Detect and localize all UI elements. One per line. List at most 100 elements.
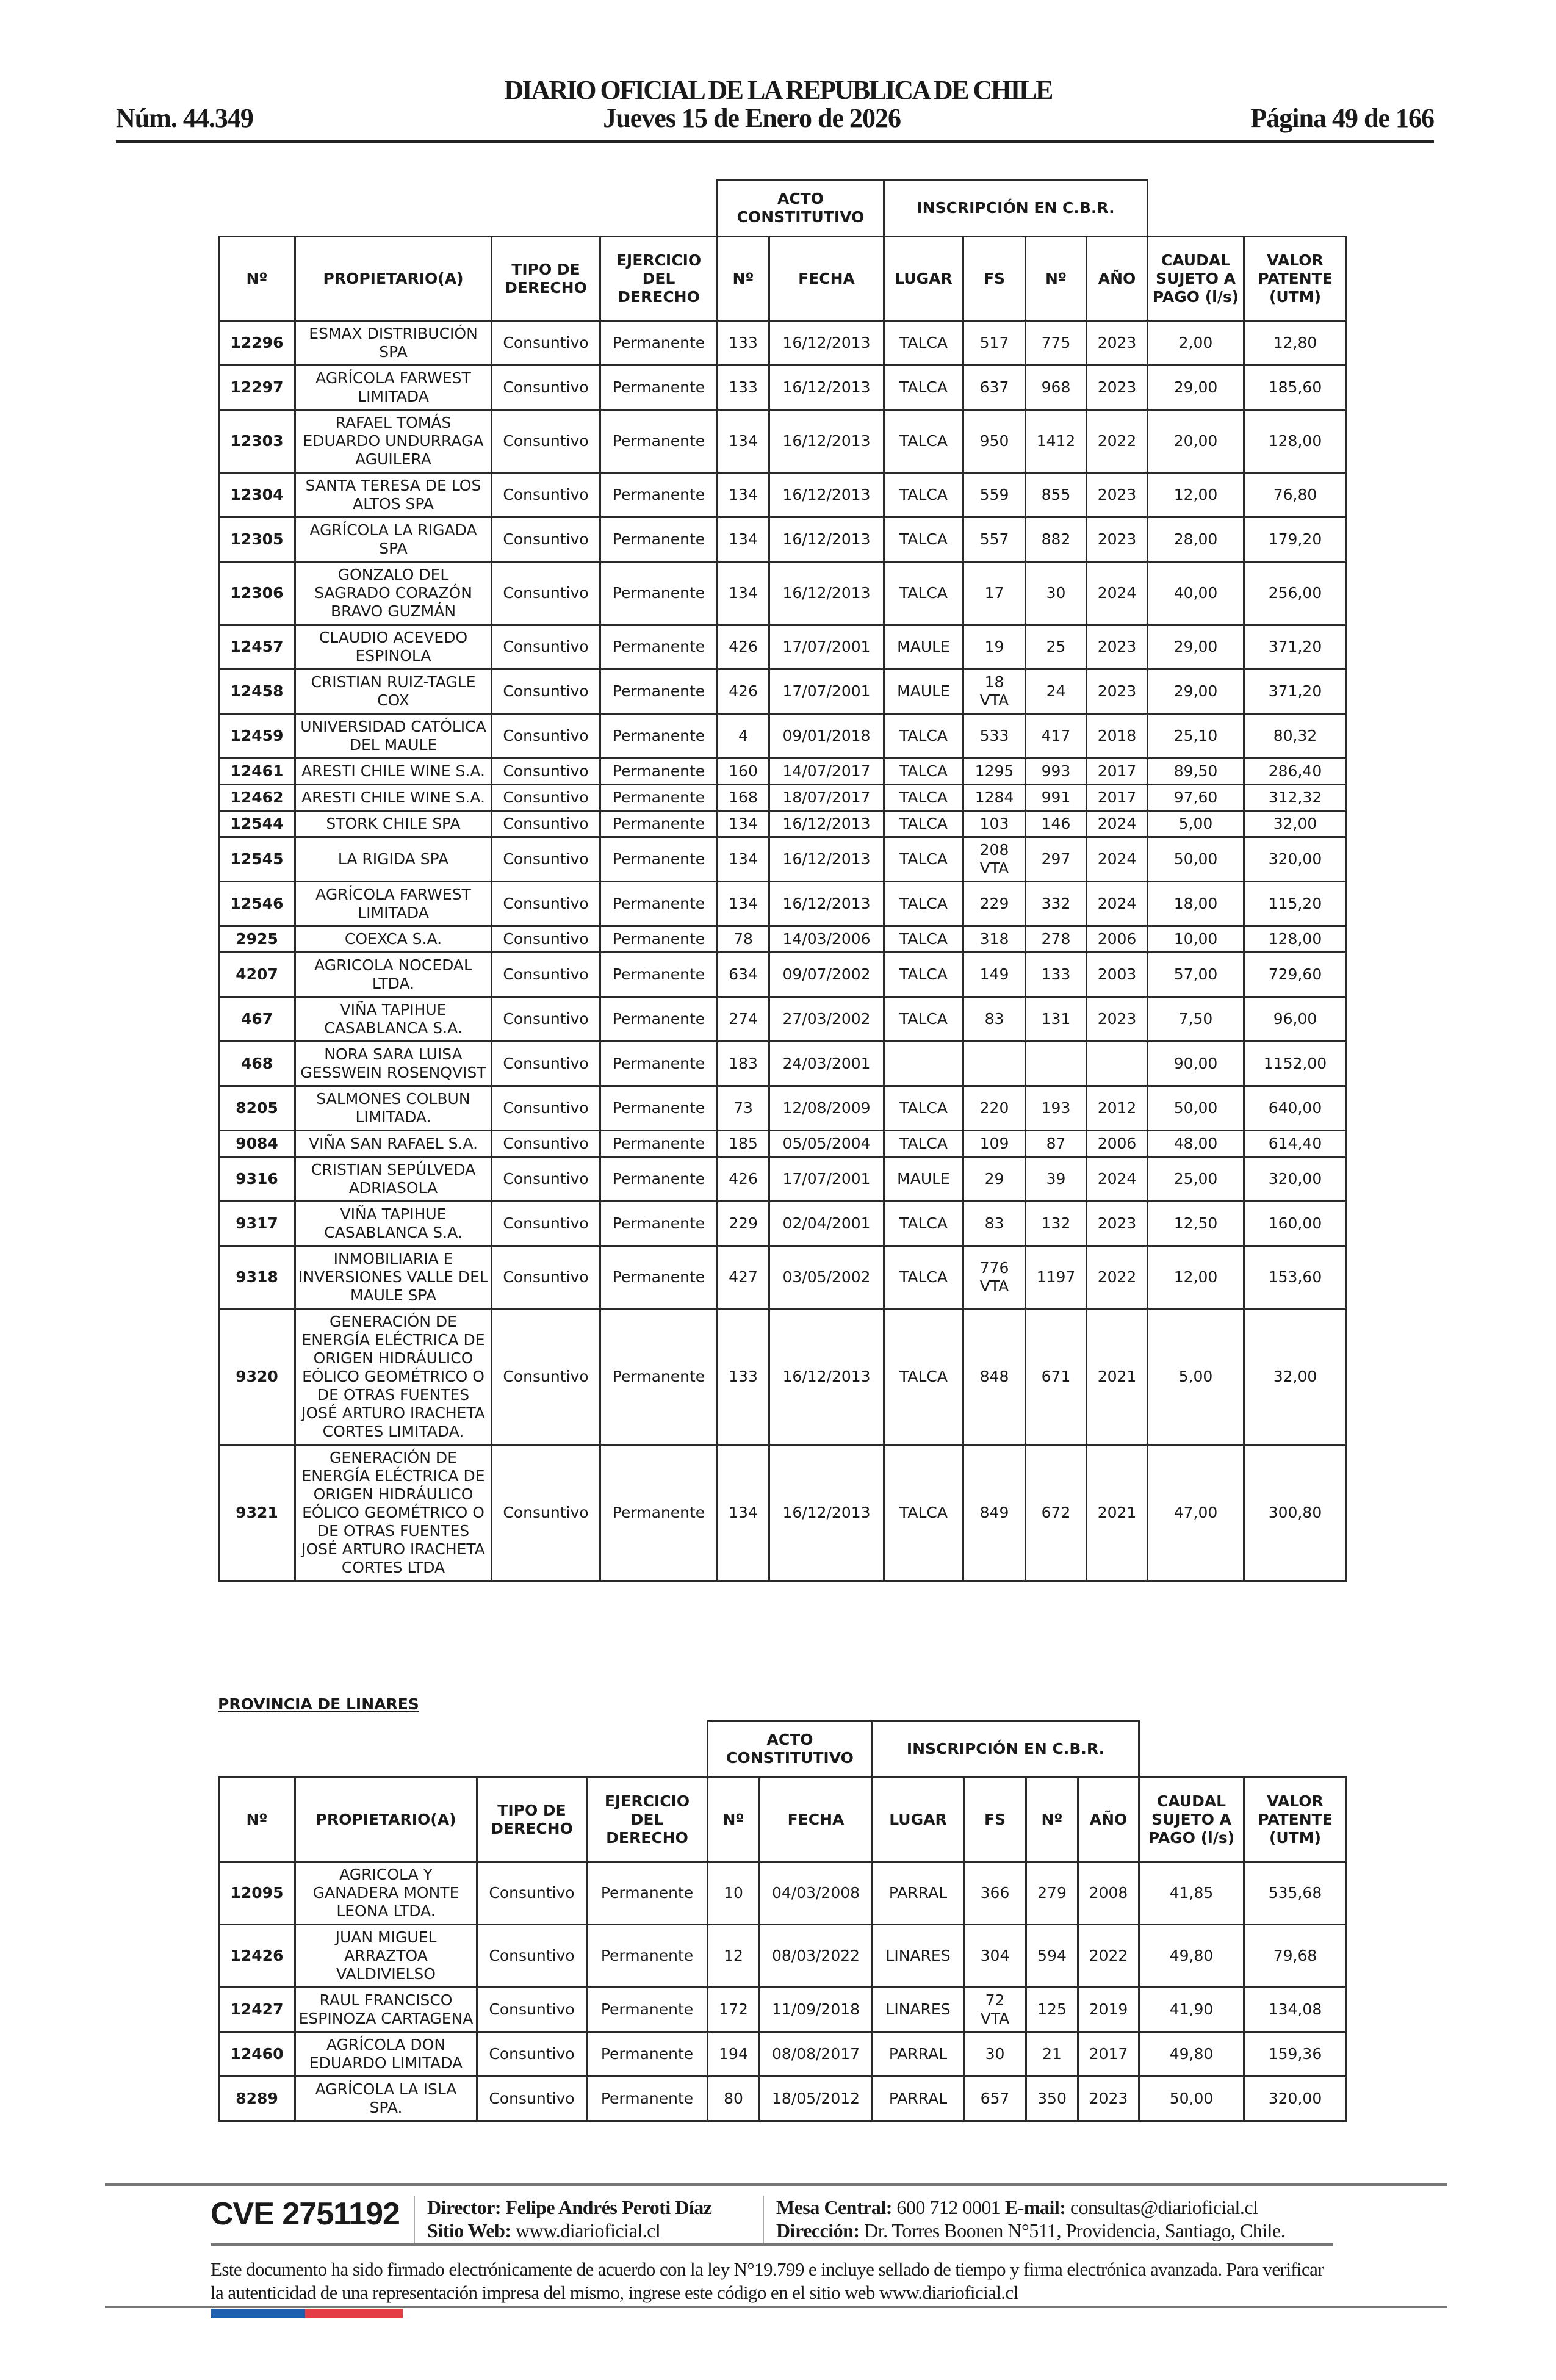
cell-fs: 109 [962,1130,1026,1158]
cell-act-date: 09/07/2002 [768,951,885,998]
cell-right-exercise: Permanente [599,668,718,715]
cell-flow: 25,00 [1147,1156,1245,1202]
cell-patent-value: 1152,00 [1243,1040,1347,1087]
cell-right-number: 12427 [218,1986,296,2033]
cell-owner: VIÑA TAPIHUE CASABLANCA S.A. [294,996,492,1042]
table-row: 12544 STORK CHILE SPA Consuntivo Permanente… [218,810,1347,838]
header-divider [116,140,1434,143]
cell-patent-value: 32,00 [1243,810,1347,838]
email-link[interactable]: consultas@diarioficial.cl [1070,2196,1258,2218]
cell-flow: 29,00 [1147,364,1245,411]
cell-fs: 229 [962,881,1026,927]
spacer [1139,1721,1347,1778]
footer-divider [105,2183,1447,2186]
cell-right-number: 12303 [218,409,296,474]
cell-right-number: 12306 [218,561,296,626]
cell-year: 2024 [1086,881,1148,927]
cell-right-number: 12426 [218,1924,296,1988]
cell-act-number: 12 [707,1924,760,1988]
table-row: 468 NORA SARA LUISA GESSWEIN ROSENQVIST Co… [218,1040,1347,1087]
cell-flow: 41,90 [1138,1986,1245,2033]
cell-fs: 776 VTA [962,1245,1026,1310]
web-link[interactable]: www.diarioficial.cl [516,2220,661,2241]
cell-flow: 47,00 [1147,1444,1245,1582]
cell-act-date: 27/03/2002 [768,996,885,1042]
header-act-number: Nº [716,236,770,322]
table-row: 12297 AGRÍCOLA FARWEST LIMITADA Consuntivo… [218,364,1347,411]
cell-place: TALCA [883,996,964,1042]
header-fs: FS [963,1776,1027,1863]
cell-act-date: 18/07/2017 [768,784,885,812]
cell-patent-value: 12,80 [1243,320,1347,366]
page-number: Página 49 de 166 [1250,103,1435,133]
cell-fs: 220 [962,1085,1026,1131]
cell-right-number: 12304 [218,472,296,518]
cell-fs: 1284 [962,784,1026,812]
cell-registry-number: 30 [1025,561,1087,626]
cell-act-date: 17/07/2001 [768,1156,885,1202]
cell-right-type: Consuntivo [491,951,601,998]
cell-right-type: Consuntivo [491,1200,601,1247]
cell-right-type: Consuntivo [476,2031,588,2077]
cell-registry-number: 775 [1025,320,1087,366]
header-flow: CAUDAL SUJETO A PAGO (l/s) [1147,236,1245,322]
table-row: 9318 INMOBILIARIA E INVERSIONES VALLE DEL… [218,1245,1347,1310]
cell-owner: AGRÍCOLA FARWEST LIMITADA [294,881,492,927]
cell-owner: GENERACIÓN DE ENERGÍA ELÉCTRICA DE ORIGE… [294,1308,492,1446]
header-act-number: Nº [707,1776,760,1863]
cell-right-exercise: Permanente [599,757,718,785]
cell-right-type: Consuntivo [491,364,601,411]
web-label: Sitio Web: [427,2220,511,2241]
table-row: 9320 GENERACIÓN DE ENERGÍA ELÉCTRICA DE O… [218,1308,1347,1446]
cell-act-date: 16/12/2013 [768,409,885,474]
cell-right-exercise: Permanente [599,1245,718,1310]
cell-flow: 49,80 [1138,2031,1245,2077]
cell-right-exercise: Permanente [599,1085,718,1131]
table-row: 12095 AGRICOLA Y GANADERA MONTE LEONA LTD… [218,1861,1347,1925]
cell-place: PARRAL [871,1861,965,1925]
phone-label: Mesa Central: [776,2196,892,2218]
cell-right-type: Consuntivo [491,1130,601,1158]
cell-patent-value: 76,80 [1243,472,1347,518]
cell-flow: 12,50 [1147,1200,1245,1247]
cell-fs: 318 [962,925,1026,953]
cell-registry-number: 1197 [1025,1245,1087,1310]
cell-year: 2023 [1086,1200,1148,1247]
cell-flow: 7,50 [1147,996,1245,1042]
cell-right-type: Consuntivo [476,2075,588,2122]
cell-act-number: 73 [716,1085,770,1131]
table-row: 8205 SALMONES COLBUN LIMITADA. Consuntivo P… [218,1085,1347,1131]
cell-fs: 657 [963,2075,1027,2122]
table-row: 12457 CLAUDIO ACEVEDO ESPINOLA Consuntivo P… [218,624,1347,670]
cell-act-number: 274 [716,996,770,1042]
cell-patent-value: 320,00 [1243,2075,1347,2122]
cell-right-type: Consuntivo [491,409,601,474]
cell-patent-value: 320,00 [1243,836,1347,882]
cell-patent-value: 256,00 [1243,561,1347,626]
table-row: 12306 GONZALO DEL SAGRADO CORAZÓN BRAVO G… [218,561,1347,626]
cell-owner: GENERACIÓN DE ENERGÍA ELÉCTRICA DE ORIGE… [294,1444,492,1582]
cell-act-date: 08/08/2017 [758,2031,873,2077]
cell-right-exercise: Permanente [599,925,718,953]
cell-right-number: 12458 [218,668,296,715]
cell-year: 2018 [1086,713,1148,759]
cell-right-exercise: Permanente [599,320,718,366]
cell-place: TALCA [883,881,964,927]
cell-year: 2023 [1086,472,1148,518]
address: Dr. Torres Boonen N°511, Providencia, Sa… [864,2220,1286,2241]
cell-patent-value: 185,60 [1243,364,1347,411]
cell-place: LINARES [871,1924,965,1988]
cell-place [883,1040,964,1087]
cell-fs: 18 VTA [962,668,1026,715]
cell-registry-number: 594 [1025,1924,1079,1988]
table-row: 12545 LA RIGIDA SPA Consuntivo Permanente 13… [218,836,1347,882]
cell-right-number: 12095 [218,1861,296,1925]
cell-fs: 637 [962,364,1026,411]
cell-right-exercise: Permanente [599,409,718,474]
header-row: Núm. 44.349 Jueves 15 de Enero de 2026 P… [116,103,1435,134]
cell-act-number: 134 [716,409,770,474]
cell-act-date: 16/12/2013 [768,1308,885,1446]
cell-act-number: 134 [716,516,770,563]
cell-act-date: 14/03/2006 [768,925,885,953]
header-registry-number: Nº [1025,236,1087,322]
